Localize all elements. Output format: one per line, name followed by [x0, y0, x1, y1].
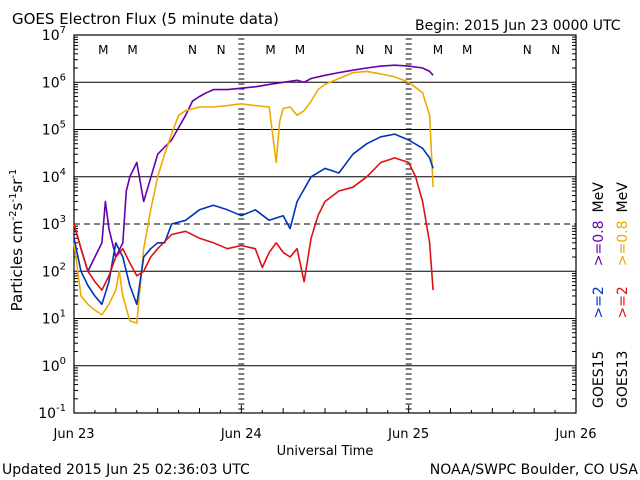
x-tick-label: Jun 24 [220, 427, 262, 442]
marker-n: N [188, 43, 197, 57]
marker-m: M [295, 43, 305, 57]
legend-goes13-e08: >=0.8 [615, 220, 631, 266]
marker-n: N [551, 43, 560, 57]
x-tick-label: Jun 26 [555, 427, 597, 442]
legend-goes13-unit: MeV [615, 182, 631, 213]
marker-n: N [355, 43, 364, 57]
y-tick-label: 107 [42, 25, 66, 44]
marker-m: M [433, 43, 443, 57]
credit: NOAA/SWPC Boulder, CO USA [430, 462, 639, 478]
y-label-sup3: -1 [8, 169, 19, 179]
x-tick-label: Jun 23 [53, 427, 95, 442]
series-goes15-e08 [73, 64, 434, 273]
y-label-mid1: s [8, 202, 26, 210]
y-tick-labels: 107 106 105 104 103 102 101 100 10-1 [38, 25, 66, 422]
chart-title: GOES Electron Flux (5 minute data) [12, 10, 279, 28]
y-label-main: Particles cm [8, 220, 26, 311]
marker-m: M [265, 43, 275, 57]
marker-m: M [462, 43, 472, 57]
svg-text:GOES15>=2>=0.8MeV: GOES15 >=2 >=0.8 MeV [591, 182, 607, 408]
legend-goes15-e08: >=0.8 [591, 220, 607, 266]
y-tick-label: 100 [42, 356, 66, 375]
x-tick-label: Jun 25 [387, 427, 429, 442]
series-goes13-e2 [73, 157, 434, 291]
legend-goes13-e2: >=2 [615, 286, 631, 318]
marker-m: M [127, 43, 137, 57]
marker-m: M [98, 43, 108, 57]
y-tick-label: 103 [42, 214, 66, 233]
y-tick-label: 106 [42, 72, 66, 91]
y-tick-label: 105 [42, 120, 66, 139]
y-axis-label: Particles cm-2s-1sr-1 [8, 169, 26, 312]
legend-goes15: GOES15 >=2 >=0.8 MeV [591, 182, 607, 408]
flux-series [73, 64, 434, 324]
legend-goes13-name: GOES13 [615, 351, 631, 408]
series-goes13-e08 [73, 70, 434, 324]
marker-n: N [217, 43, 226, 57]
y-tick-label: 101 [42, 309, 66, 328]
updated-time: Updated 2015 Jun 25 02:36:03 UTC [2, 462, 250, 478]
svg-text:Particles cm-2s-1sr-1: Particles cm-2s-1sr-1 [8, 169, 26, 312]
x-axis-label: Universal Time [277, 444, 374, 459]
begin-time: Begin: 2015 Jun 23 0000 UTC [415, 18, 621, 34]
y-tick-label: 10-1 [38, 403, 66, 422]
legend-goes15-e2: >=2 [591, 286, 607, 318]
y-label-sup2: -1 [8, 193, 19, 203]
legend-goes15-name: GOES15 [591, 351, 607, 408]
x-tick-labels: Jun 23 Jun 24 Jun 25 Jun 26 [53, 427, 597, 442]
y-label-sup1: -2 [8, 210, 19, 220]
svg-text:GOES13>=2>=0.8MeV: GOES13 >=2 >=0.8 MeV [615, 182, 631, 408]
marker-n: N [523, 43, 532, 57]
series-goes15-e2 [73, 133, 434, 306]
y-tick-label: 102 [42, 261, 66, 280]
y-label-mid2: sr [8, 178, 26, 193]
y-tick-label: 104 [42, 167, 66, 186]
grid-lines [73, 36, 577, 413]
marker-n: N [384, 43, 393, 57]
legend-goes15-unit: MeV [591, 182, 607, 213]
legend-goes13: GOES13 >=2 >=0.8 MeV [615, 182, 631, 408]
